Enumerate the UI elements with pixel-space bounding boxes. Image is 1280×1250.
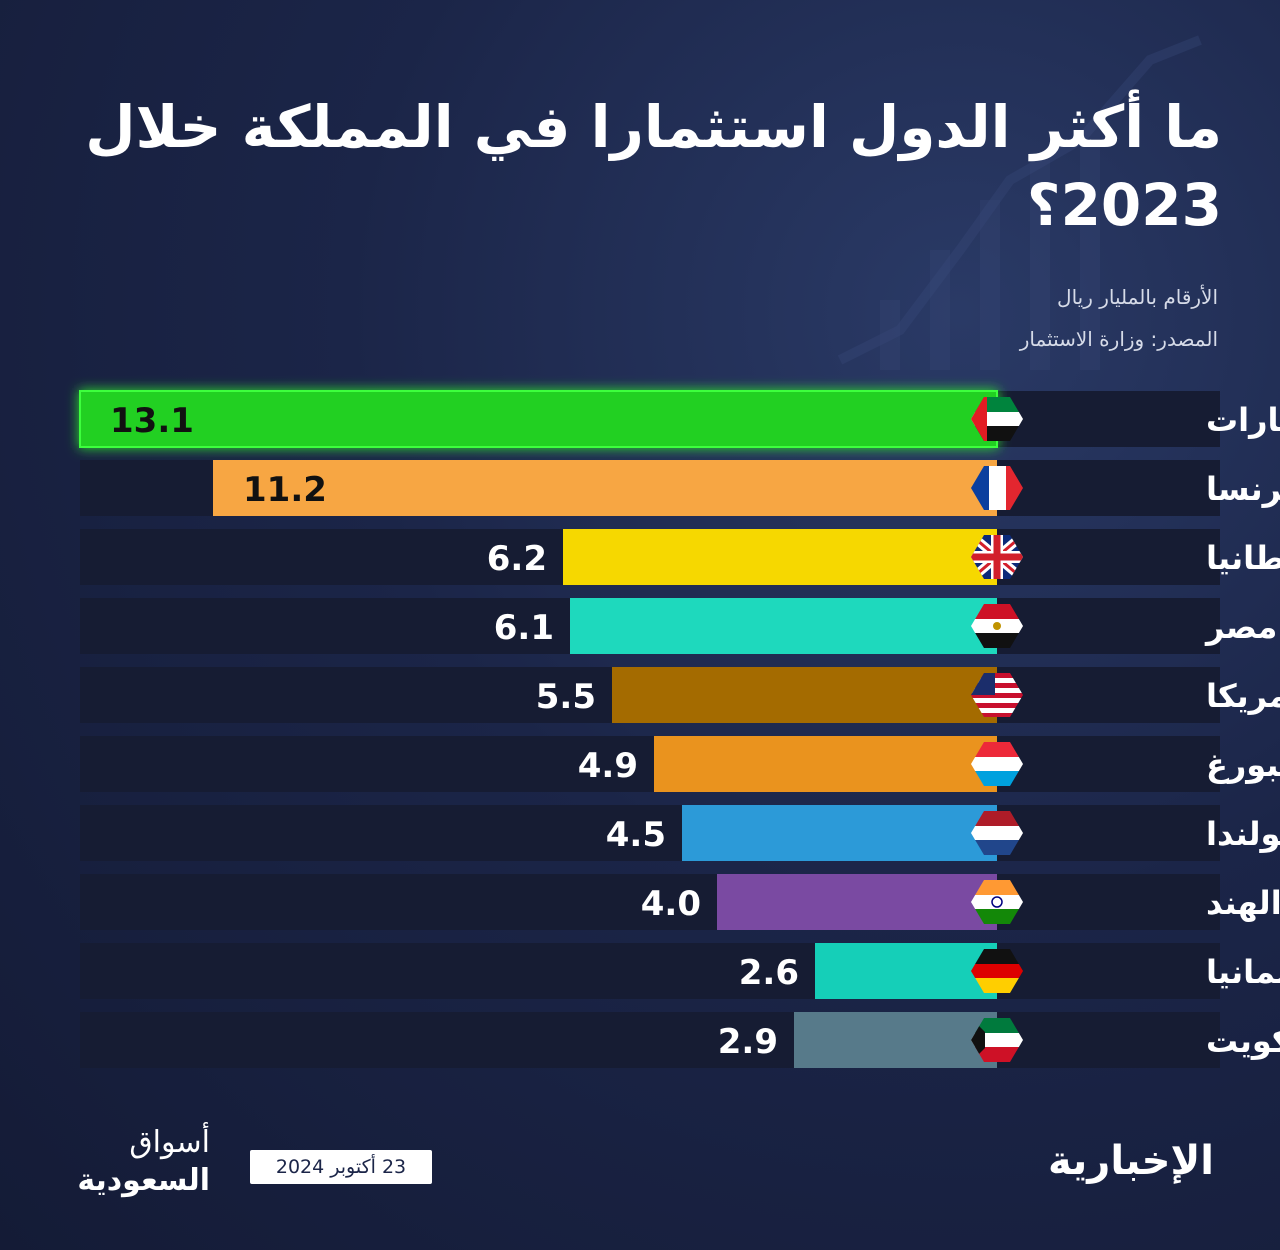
value-label: 11.2 xyxy=(243,470,327,510)
egypt-flag-icon xyxy=(971,604,1023,648)
value-label: 4.5 xyxy=(606,815,666,855)
bar xyxy=(794,1012,997,1068)
logo-line-2: السعودية xyxy=(77,1163,210,1198)
row-background xyxy=(80,943,1220,999)
bar xyxy=(570,598,997,654)
row-background xyxy=(80,1012,1220,1068)
row-background xyxy=(80,874,1220,930)
bar xyxy=(79,390,998,448)
source-note: المصدر: وزارة الاستثمار xyxy=(1019,327,1218,351)
value-label: 4.9 xyxy=(578,746,638,786)
row-background xyxy=(80,736,1220,792)
bar xyxy=(612,667,997,723)
logo-line-1: أسواق xyxy=(129,1125,210,1160)
bar xyxy=(682,805,997,861)
bar xyxy=(213,460,997,516)
chart-title: ما أكثر الدول استثمارا في المملكة خلال 2… xyxy=(85,93,1222,239)
category-label: إمريكا xyxy=(1206,677,1280,716)
value-label: 6.2 xyxy=(487,539,547,579)
value-label: 2.9 xyxy=(718,1022,778,1062)
aswaq-logo: أسواق السعودية xyxy=(60,1124,210,1200)
category-label: ألمانيا xyxy=(1206,951,1280,991)
category-label: هولندا xyxy=(1206,815,1280,853)
germany-flag-icon xyxy=(971,949,1023,993)
value-label: 5.5 xyxy=(536,677,596,717)
category-label: لوكسمبورغ xyxy=(1206,746,1280,784)
bar xyxy=(717,874,997,930)
category-label: الكويت xyxy=(1206,1022,1280,1060)
category-label: بريطانيا xyxy=(1206,539,1280,577)
bar xyxy=(563,529,997,585)
category-label: الهند xyxy=(1206,884,1280,922)
value-label: 4.0 xyxy=(641,884,701,924)
india-flag-icon xyxy=(971,880,1023,924)
bar xyxy=(815,943,997,999)
category-label: الإمارات xyxy=(1206,401,1280,439)
value-label: 6.1 xyxy=(494,608,554,648)
unit-note: الأرقام بالمليار ريال xyxy=(1057,285,1218,309)
bar xyxy=(654,736,997,792)
brand-logo-alekhbariya: الإخبارية xyxy=(1048,1138,1214,1184)
uk-flag-icon xyxy=(971,535,1023,579)
value-label: 13.1 xyxy=(110,401,194,441)
date-badge: 23 أكتوبر 2024 xyxy=(250,1150,432,1184)
luxembourg-flag-icon xyxy=(971,742,1023,786)
value-label: 2.6 xyxy=(739,953,799,993)
category-label: مصر xyxy=(1204,608,1277,646)
netherlands-flag-icon xyxy=(971,811,1023,855)
row-background xyxy=(80,805,1220,861)
category-label: فرنسا xyxy=(1206,470,1280,508)
